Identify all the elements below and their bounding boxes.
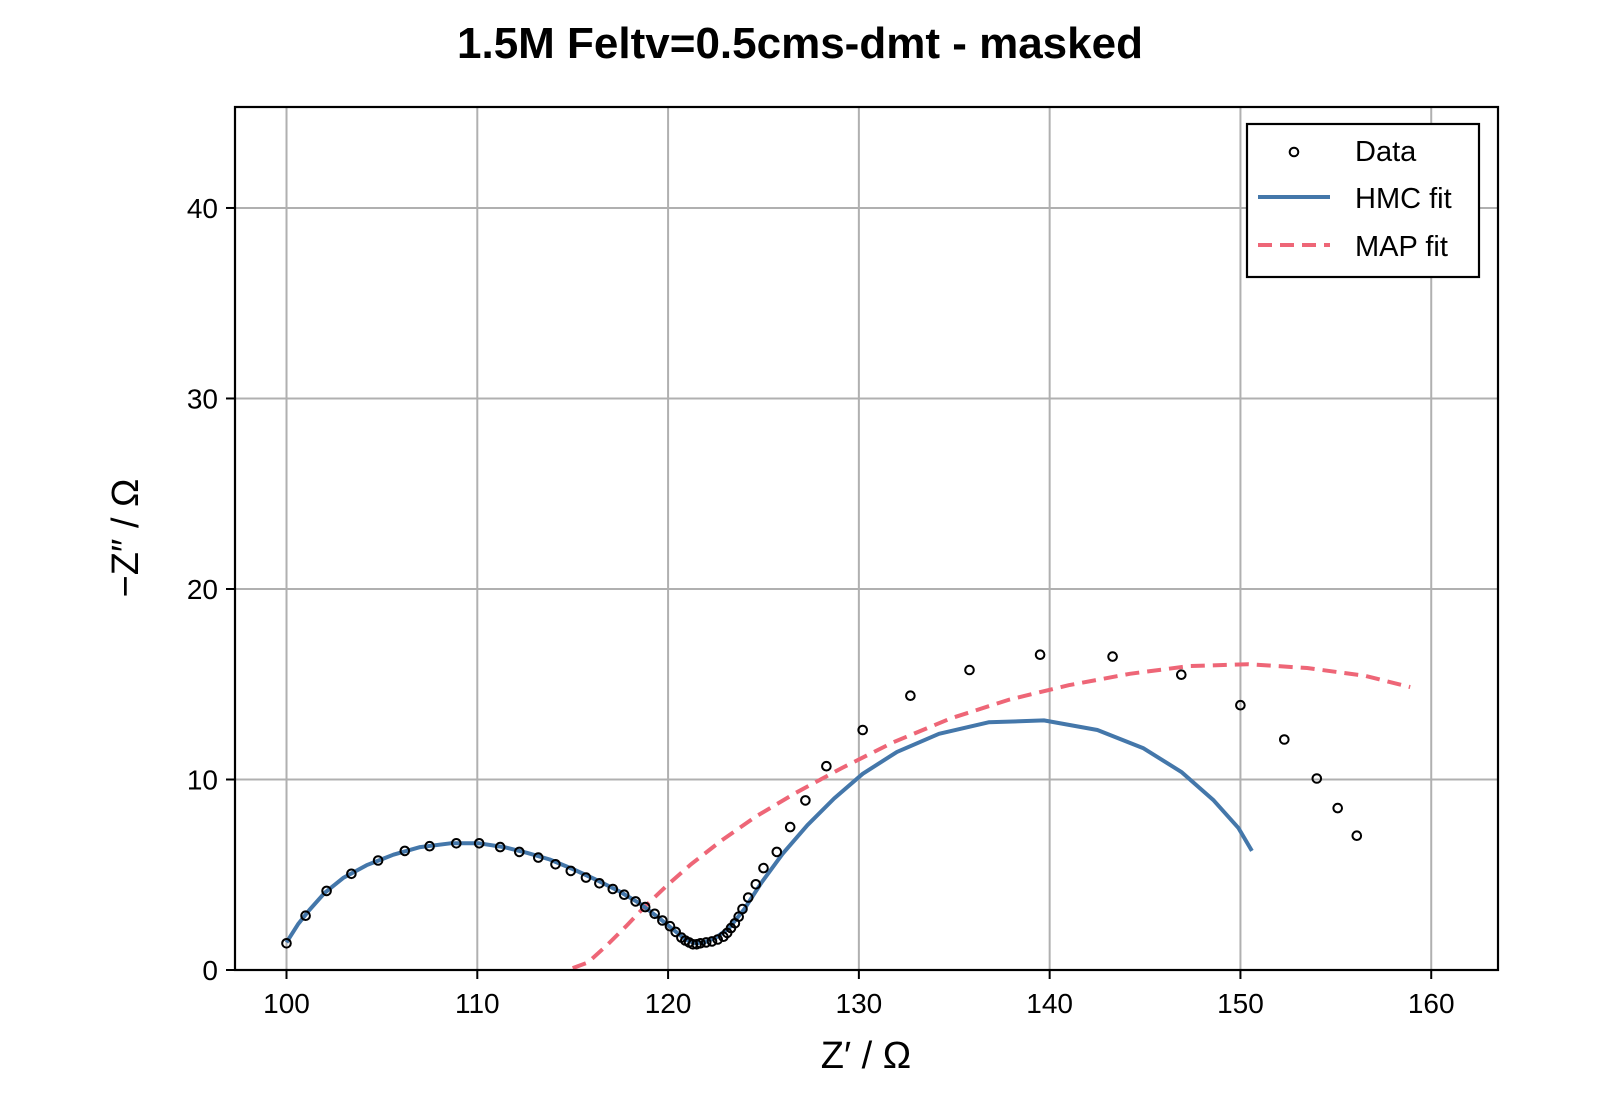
data-point — [594, 878, 605, 889]
y-axis-label: −Z″ / Ω — [105, 479, 147, 598]
legend-data-marker — [1288, 146, 1300, 158]
x-tick-label: 120 — [645, 988, 692, 1019]
x-tick-label: 160 — [1408, 988, 1455, 1019]
data-point — [670, 926, 682, 938]
data-point — [451, 838, 462, 849]
map-fit-line — [572, 662, 1411, 970]
data-point — [664, 920, 676, 932]
data-point — [580, 872, 592, 883]
data-point — [742, 892, 754, 903]
x-axis-label: Z′ / Ω — [821, 1035, 911, 1077]
data-point — [346, 868, 357, 880]
data-point — [1235, 699, 1246, 711]
data-point — [657, 915, 668, 926]
data-point — [372, 855, 384, 866]
data-point — [1107, 651, 1118, 662]
grid-lines — [235, 107, 1498, 971]
y-tick-label: 40 — [187, 193, 218, 224]
data-point — [550, 859, 561, 870]
data-point — [737, 903, 748, 915]
y-tick-label: 0 — [202, 955, 218, 986]
data-point — [1279, 734, 1290, 745]
x-tick-label: 140 — [1026, 988, 1073, 1019]
data-point — [964, 664, 975, 676]
data-point — [630, 896, 641, 907]
data-point — [473, 838, 485, 849]
data-point — [771, 846, 783, 858]
data-point — [639, 901, 651, 913]
data-point — [758, 862, 769, 874]
legend-label-map: MAP fit — [1355, 231, 1448, 263]
x-tick-label: 100 — [263, 988, 310, 1019]
data-point — [784, 821, 796, 833]
data-point — [857, 724, 869, 736]
data-point — [821, 760, 832, 772]
data-point — [649, 908, 661, 920]
data-point — [618, 889, 630, 901]
data-point — [1176, 669, 1187, 681]
legend-box — [1245, 122, 1481, 279]
hmc-fit-line — [284, 718, 1254, 946]
y-tick-label: 30 — [187, 383, 218, 414]
data-point — [700, 937, 712, 948]
data-point — [565, 865, 577, 877]
x-tick-label: 110 — [455, 988, 500, 1019]
data-point — [1034, 649, 1046, 661]
legend-label-hmc: HMC fit — [1355, 183, 1452, 215]
data-point — [533, 852, 544, 863]
x-tick-label: 150 — [1217, 988, 1264, 1019]
data-point — [424, 840, 435, 852]
data-point — [399, 845, 411, 857]
data-point — [321, 885, 332, 897]
data-point — [695, 938, 706, 949]
data-point — [281, 938, 292, 949]
x-tick-label: 130 — [836, 988, 883, 1019]
data-point — [1351, 830, 1363, 842]
data-point — [750, 879, 762, 890]
y-tick-label: 20 — [187, 574, 218, 605]
legend: Data HMC fit MAP fit — [1245, 122, 1481, 279]
data-point — [1311, 773, 1323, 784]
data-point — [494, 841, 506, 853]
data-point — [800, 795, 811, 806]
plot-frame — [233, 105, 1500, 972]
data-point — [1332, 802, 1343, 814]
data-point — [300, 910, 311, 922]
data-point — [514, 846, 525, 858]
axis-ticks: 100 110 120 130 140 150 160 0 10 20 30 40 — [187, 193, 1455, 1019]
data-point — [905, 690, 916, 702]
data-point — [607, 883, 619, 895]
plot-area — [281, 649, 1411, 970]
chart-title: 1.5M Feltv=0.5cms-dmt - masked — [457, 19, 1143, 68]
data-point — [706, 936, 718, 947]
y-tick-label: 10 — [187, 764, 218, 795]
legend-label-data: Data — [1355, 136, 1417, 168]
data-point — [712, 934, 724, 945]
